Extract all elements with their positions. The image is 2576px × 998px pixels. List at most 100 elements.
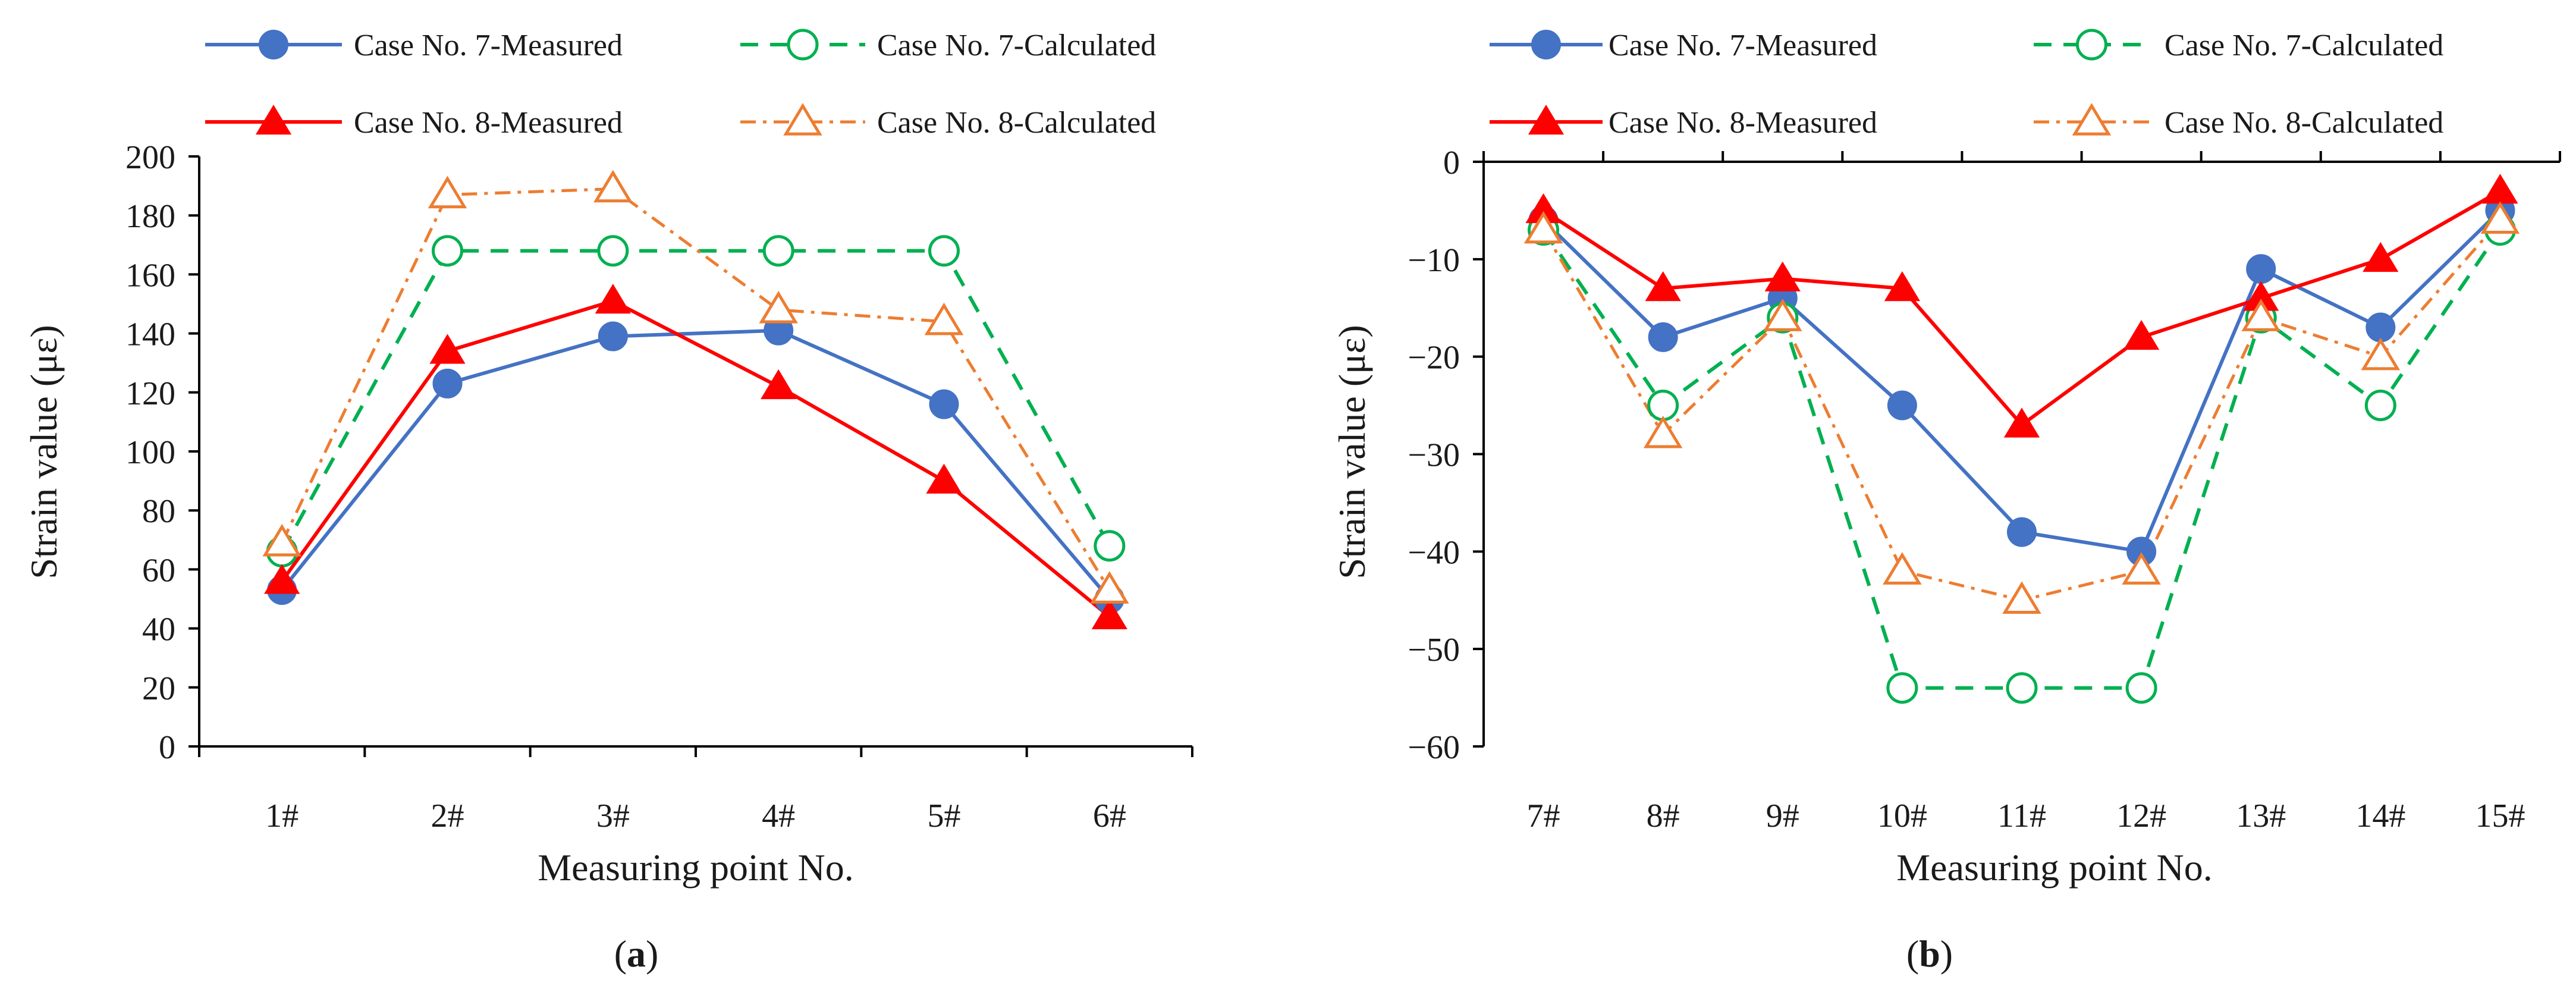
legend-marker-c8m: [1528, 105, 1565, 135]
legend-marker-c7c: [787, 29, 819, 61]
y-tick-label: 120: [125, 375, 175, 412]
series-line-c7c: [1542, 228, 2502, 690]
legend-label: Case No. 8-Calculated: [877, 106, 1156, 140]
legend-label: Case No. 8-Measured: [354, 106, 623, 140]
x-tick-label: 2#: [431, 798, 464, 834]
legend-marker-c7m: [259, 30, 288, 59]
data-point-c8c: [1763, 299, 1802, 331]
legend-label: Case No. 8-Measured: [1609, 106, 1877, 140]
legend-item-c7m: Case No. 7-Measured: [205, 29, 623, 62]
data-point-c7m: [2007, 517, 2037, 547]
data-point-c8m: [595, 284, 631, 314]
x-tick-label: 5#: [928, 798, 961, 834]
data-point-c7m: [598, 321, 628, 352]
data-point-c8m: [2123, 319, 2160, 350]
data-point-c8m: [429, 334, 466, 364]
data-point-c8c: [1523, 211, 1563, 244]
y-tick-label: 100: [125, 434, 175, 471]
x-tick-label: 13#: [2236, 798, 2286, 834]
data-point-c7m: [1887, 390, 1917, 420]
data-point-c7m: [432, 368, 463, 398]
panel-label-a: (a): [614, 933, 659, 975]
x-tick-label: 15#: [2475, 798, 2525, 834]
y-tick-label: 180: [125, 198, 175, 235]
legend-item-c8m: Case No. 8-Measured: [1490, 105, 1877, 140]
data-point-c7c: [2125, 672, 2157, 704]
x-tick-label: 14#: [2355, 798, 2405, 834]
legend-marker-c7m: [1531, 30, 1561, 59]
data-point-c8c: [428, 175, 467, 209]
x-tick-label: 9#: [1766, 798, 1799, 834]
legend-item-c7c: Case No. 7-Calculated: [740, 29, 1156, 62]
legend-item-c8m: Case No. 8-Measured: [205, 105, 623, 140]
x-axis-title: Measuring point No.: [538, 846, 854, 889]
y-tick-label: −30: [1408, 437, 1460, 474]
x-tick-label: 6#: [1093, 798, 1126, 834]
y-tick-label: −40: [1408, 534, 1460, 571]
data-point-c8c: [262, 523, 301, 557]
data-point-c8c: [1643, 415, 1683, 448]
data-point-c8c: [759, 291, 798, 324]
data-point-c7c: [762, 235, 794, 267]
x-tick-label: 3#: [596, 798, 630, 834]
data-point-c8m: [2003, 407, 2040, 438]
legend-item-c8c: Case No. 8-Calculated: [2034, 103, 2443, 140]
x-tick-label: 7#: [1527, 798, 1560, 834]
y-tick-label: −60: [1408, 729, 1460, 766]
series-line-c7m: [1542, 209, 2502, 554]
legend-label: Case No. 7-Measured: [354, 29, 623, 62]
legend-marker-c7c: [2076, 29, 2107, 61]
data-point-c8c: [2480, 201, 2520, 234]
legend-label: Case No. 7-Measured: [1609, 29, 1877, 62]
data-point-c7m: [929, 389, 959, 419]
legend-b: Case No. 7-Measured Case No. 7-Calculate…: [1490, 29, 2443, 140]
y-tick-label: 80: [142, 493, 175, 530]
x-tick-label: 12#: [2116, 798, 2166, 834]
legend-label: Case No. 8-Calculated: [2165, 106, 2443, 140]
panel-label-b: (b): [1906, 933, 1953, 975]
data-point-c7c: [1886, 672, 1918, 704]
y-tick-label: 20: [142, 670, 175, 707]
x-tick-label: 1#: [265, 798, 299, 834]
x-tick-label: 4#: [762, 798, 795, 834]
legend-item-c7m: Case No. 7-Measured: [1490, 29, 1877, 62]
series-line-c8m: [280, 299, 1111, 619]
data-point-c7c: [432, 235, 463, 267]
x-tick-label: 8#: [1647, 798, 1680, 834]
y-tick-label: 60: [142, 552, 175, 589]
y-tick-label: −20: [1408, 340, 1460, 376]
data-point-c8m: [1645, 271, 1681, 302]
data-point-c8m: [761, 369, 797, 400]
data-point-c7m: [1648, 322, 1678, 352]
data-point-c8c: [1090, 571, 1129, 604]
data-point-c8c: [2361, 337, 2401, 371]
series-line-c7c: [280, 249, 1111, 553]
data-point-c8c: [2002, 581, 2041, 614]
data-point-c8c: [593, 170, 633, 203]
y-tick-label: 0: [159, 729, 175, 766]
legend-item-c7c: Case No. 7-Calculated: [2034, 29, 2443, 62]
legend-label: Case No. 7-Calculated: [877, 29, 1156, 62]
legend-marker-c8c: [2072, 103, 2112, 136]
data-point-c7c: [928, 235, 960, 267]
data-point-c8c: [2241, 299, 2280, 331]
data-point-c8m: [926, 463, 962, 494]
data-point-c7c: [1647, 390, 1679, 422]
y-tick-label: 40: [142, 611, 175, 648]
series-line-c7m: [280, 328, 1111, 600]
legend-label: Case No. 7-Calculated: [2165, 29, 2443, 62]
legend-a: Case No. 7-Measured Case No. 7-Calculate…: [205, 29, 1156, 140]
legend-marker-c8m: [255, 105, 292, 135]
legend-item-c8c: Case No. 8-Calculated: [740, 103, 1156, 140]
data-point-c8m: [264, 564, 300, 594]
data-point-c8m: [1884, 271, 1921, 302]
data-point-c7c: [597, 235, 629, 267]
chart-panel-b: Case No. 7-Measured Case No. 7-Calculate…: [1331, 29, 2561, 975]
data-point-c8c: [1883, 552, 1922, 585]
y-axis-title: Strain value (με): [23, 325, 65, 579]
x-tick-label: 11#: [1997, 798, 2046, 834]
x-axis-title: Measuring point No.: [1896, 846, 2213, 889]
legend-marker-c8c: [783, 103, 822, 136]
data-point-c7c: [1094, 530, 1126, 562]
